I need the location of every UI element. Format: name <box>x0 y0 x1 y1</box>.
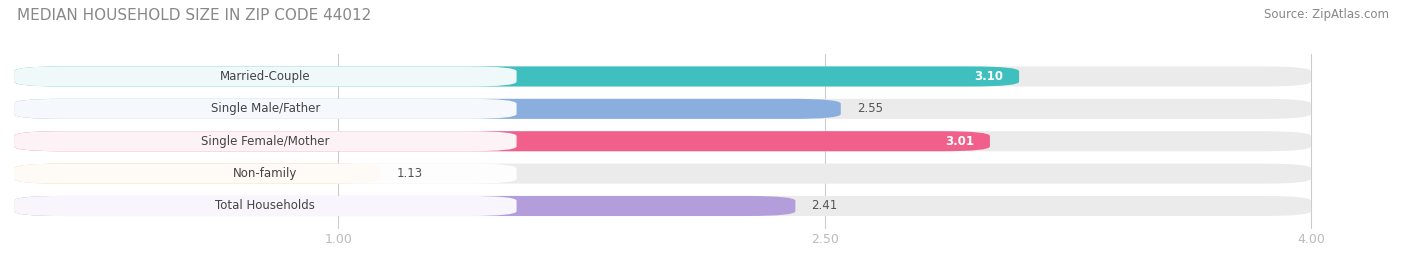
FancyBboxPatch shape <box>14 196 796 216</box>
FancyBboxPatch shape <box>14 99 841 119</box>
FancyBboxPatch shape <box>14 66 516 87</box>
FancyBboxPatch shape <box>14 164 516 184</box>
Text: Non-family: Non-family <box>233 167 298 180</box>
Text: 3.10: 3.10 <box>974 70 1002 83</box>
FancyBboxPatch shape <box>14 164 381 184</box>
FancyBboxPatch shape <box>14 196 1310 216</box>
FancyBboxPatch shape <box>14 164 1310 184</box>
Text: 2.41: 2.41 <box>811 200 838 213</box>
FancyBboxPatch shape <box>14 196 516 216</box>
FancyBboxPatch shape <box>14 99 516 119</box>
Text: Total Households: Total Households <box>215 200 315 213</box>
Text: 3.01: 3.01 <box>945 135 974 148</box>
Text: MEDIAN HOUSEHOLD SIZE IN ZIP CODE 44012: MEDIAN HOUSEHOLD SIZE IN ZIP CODE 44012 <box>17 8 371 23</box>
Text: Single Female/Mother: Single Female/Mother <box>201 135 329 148</box>
FancyBboxPatch shape <box>14 131 516 151</box>
Text: 1.13: 1.13 <box>396 167 423 180</box>
FancyBboxPatch shape <box>14 99 1310 119</box>
FancyBboxPatch shape <box>14 66 1310 87</box>
Text: Source: ZipAtlas.com: Source: ZipAtlas.com <box>1264 8 1389 21</box>
FancyBboxPatch shape <box>14 66 1019 87</box>
Text: Single Male/Father: Single Male/Father <box>211 102 321 115</box>
FancyBboxPatch shape <box>14 131 1310 151</box>
FancyBboxPatch shape <box>14 131 990 151</box>
Text: Married-Couple: Married-Couple <box>219 70 311 83</box>
Text: 2.55: 2.55 <box>858 102 883 115</box>
